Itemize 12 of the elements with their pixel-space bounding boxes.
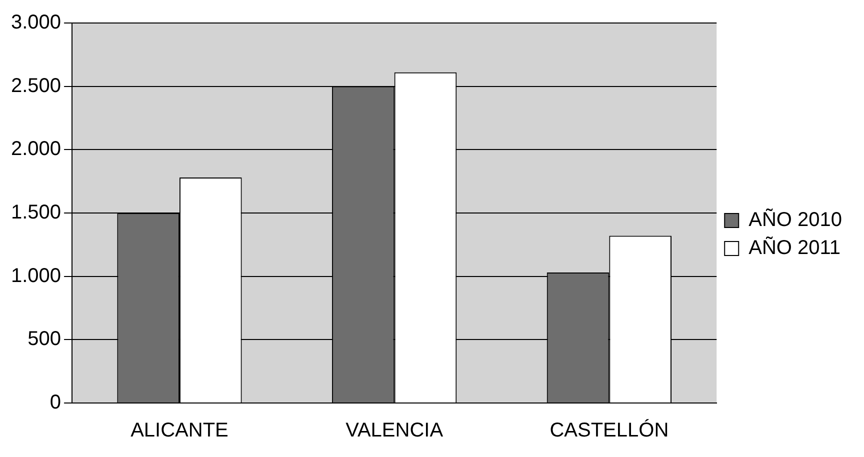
y-tick-label: 0 <box>50 392 62 414</box>
legend-label: AÑO 2010 <box>748 208 842 232</box>
x-tick-label: CASTELLÓN <box>550 418 669 442</box>
legend-label: AÑO 2011 <box>748 236 841 260</box>
y-tick-label: 2.000 <box>10 138 62 160</box>
y-tick-label: 2.500 <box>10 74 62 97</box>
y-tick-label: 1.000 <box>10 264 62 287</box>
y-tick-label: 1.500 <box>10 202 62 224</box>
y-tick-label: 3.000 <box>10 12 62 34</box>
y-tick-label: 500 <box>28 328 62 350</box>
x-tick-label: ALICANTE <box>130 420 228 442</box>
x-tick-label: VALENCIA <box>346 420 444 442</box>
